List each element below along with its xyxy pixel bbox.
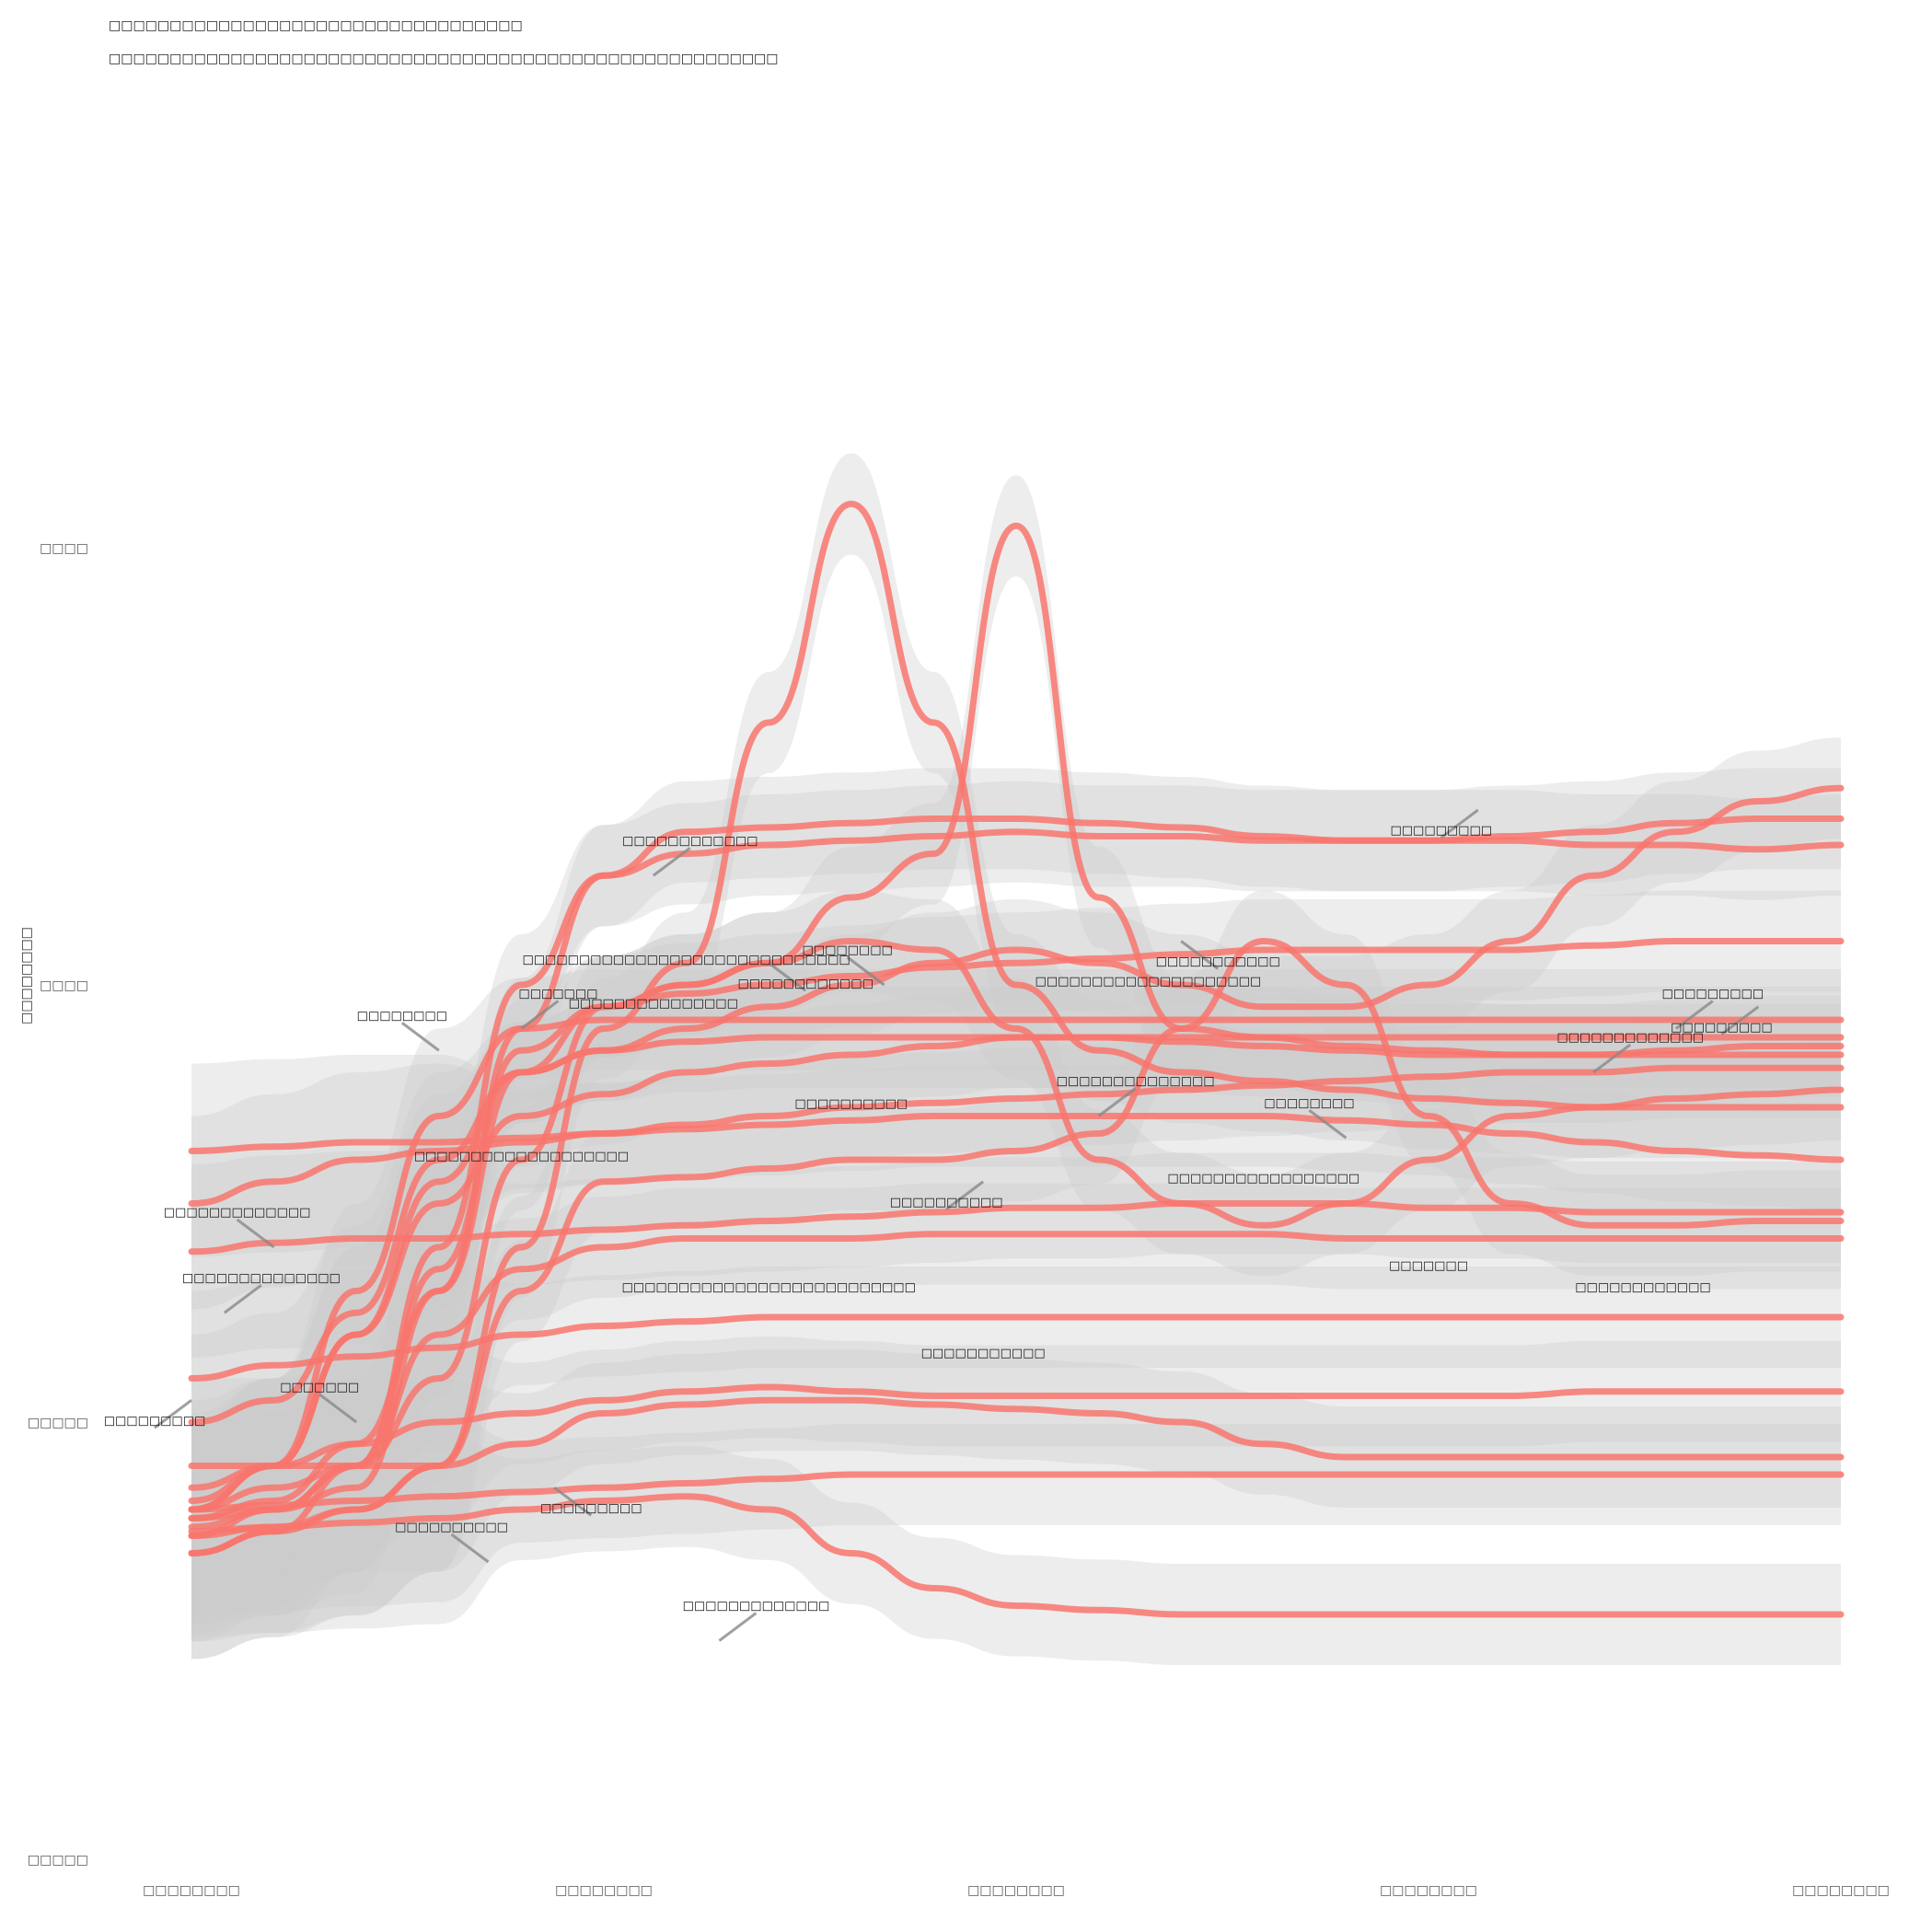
data-labels: □□□□□□□□□□□□□□□□□□□□□□□□□□□□□□□□□□□□□□□□…	[104, 824, 1773, 1614]
series-line	[188, 1016, 1845, 1513]
leader-line	[1097, 1087, 1137, 1117]
series-label: □□□□□□□□□	[1662, 988, 1764, 1001]
series-label: □□□□□□□□□□	[890, 1196, 1003, 1209]
series-label: □□□□□□□□□□□□□	[164, 1206, 311, 1220]
series-band	[191, 737, 1841, 1528]
leader-line	[400, 1022, 440, 1052]
x-tick-label: □□□□□□□□	[967, 1883, 1065, 1898]
series-line	[188, 784, 1845, 1426]
series-line	[188, 1313, 1845, 1382]
series-line	[188, 937, 1845, 1539]
series-line	[188, 1383, 1845, 1491]
chart-subtitle: □□□□□□□□□□□□□□□□□□□□□□□□□□□□□□□□□□□□□□□□…	[109, 52, 779, 66]
series-band	[191, 987, 1841, 1615]
y-tick-labels: □□□□□□□□□□□□□□□□□□	[28, 541, 88, 1868]
series-band	[191, 1183, 1841, 1660]
series-band	[191, 768, 1841, 1625]
series-line	[188, 1493, 1845, 1618]
data-label: □□□□□□□□□□	[794, 1097, 908, 1111]
series-line	[188, 1064, 1845, 1207]
data-label: □□□□□□□□□□□□□□□□□□□	[414, 1150, 629, 1163]
data-label: □□□□□□□□□□□□	[1575, 1281, 1710, 1295]
y-tick-label: □□□□	[40, 541, 88, 556]
leader-line	[318, 1393, 358, 1424]
x-tick-label: □□□□□□□□	[1380, 1883, 1477, 1898]
y-axis-label: □□□□□□□□	[19, 927, 34, 1024]
series-label: □□□□□□□□□□□□	[622, 834, 758, 848]
data-label: □□□□□□□□□□□□□□□□□	[1167, 1172, 1359, 1186]
series-label: □□□□□□□□□	[1390, 824, 1492, 838]
series-band	[191, 1151, 1841, 1358]
series-label: □□□□□□□□	[357, 1009, 447, 1023]
x-tick-label: □□□□□□□□	[1792, 1883, 1890, 1898]
data-label: □□□□□□□□□□□	[921, 1347, 1046, 1360]
data-label: □□□□□□□□□□□□□□□	[569, 997, 738, 1011]
y-tick-label: □□□□	[40, 978, 88, 993]
leader-line	[718, 1612, 758, 1642]
series-band	[191, 890, 1841, 1625]
series-label: □□□□□□□	[518, 988, 597, 1001]
series-line	[188, 828, 1845, 1539]
series-label: □□□□□□□□□□□□	[737, 977, 873, 990]
x-tick-labels: □□□□□□□□ □□□□□□□□ □□□□□□□□ □□□□□□□□ □□□□□□□□	[143, 1883, 1890, 1898]
series-band	[191, 1017, 1841, 1310]
series-line	[188, 937, 1845, 1521]
y-tick-label: □□□□□	[28, 1853, 88, 1868]
leader-line	[1592, 1043, 1632, 1074]
leader-line	[768, 962, 807, 992]
series-line	[188, 1471, 1845, 1513]
chart-title: □□□□□□□□□□□□□□□□□□□□□□□□□□□□□□□□□□	[109, 18, 523, 33]
data-label: □□□□□□□□□□□□□□□□□□□□□□□□□□	[622, 1281, 916, 1295]
series-line	[188, 937, 1845, 1531]
leader-line	[1180, 940, 1220, 970]
series-label: □□□□□□□□	[803, 943, 893, 957]
series-label: □□□□□□□□□	[1671, 1021, 1773, 1035]
leader-line	[1674, 1000, 1714, 1030]
y-tick-label: □□□□□	[28, 1416, 88, 1430]
series-label: □□□□□□□□□□□□□□	[1057, 1075, 1215, 1089]
leader-line	[450, 1533, 490, 1564]
series-line	[188, 500, 1845, 1556]
leader-line	[1440, 808, 1479, 839]
series-line	[188, 1034, 1845, 1513]
series-label: □□□□□□□□□□□□□	[1556, 1031, 1704, 1045]
series-band	[191, 1055, 1841, 1257]
x-tick-label: □□□□□□□□	[143, 1883, 240, 1898]
data-label: □□□□□□□	[1389, 1259, 1468, 1273]
leader-line	[236, 1218, 275, 1249]
leader-line	[652, 847, 691, 877]
series-label: □□□□□□□	[280, 1381, 359, 1394]
series-band	[191, 781, 1841, 1642]
series-line	[188, 1034, 1845, 1504]
series-label: □□□□□□□□□	[540, 1501, 642, 1515]
series-band	[191, 1408, 1841, 1615]
leader-line	[520, 1000, 560, 1030]
series-label: □□□□□□□□□□	[395, 1521, 508, 1534]
confidence-bands	[191, 453, 1841, 1665]
series-label: □□□□□□□□	[1264, 1096, 1354, 1110]
leader-line	[553, 1487, 593, 1517]
series-lines	[188, 500, 1845, 1618]
series-label: □□□□□□□□□□□□□□	[182, 1271, 341, 1285]
label-leader-lines	[154, 808, 1760, 1642]
leader-line	[945, 1180, 985, 1210]
leader-line	[1308, 1109, 1348, 1140]
leader-line	[1720, 1005, 1760, 1035]
data-label: □□□□□□□□□□□□□□□□□□□□	[1035, 975, 1262, 989]
series-band	[191, 969, 1841, 1615]
leader-line	[223, 1284, 262, 1314]
series-line	[188, 1231, 1845, 1556]
series-line	[188, 1396, 1845, 1470]
series-label: □□□□□□□□□	[104, 1414, 206, 1428]
data-label: □□□□□□□□□□□□□□□□□□□□□□□□□□□□□	[522, 953, 850, 966]
series-label: □□□□□□□□□□□□□	[683, 1600, 830, 1614]
leader-line	[846, 955, 885, 987]
series-label: □□□□□□□□□□□	[1156, 955, 1280, 969]
series-band	[191, 1349, 1841, 1572]
leader-line	[154, 1399, 192, 1429]
x-tick-label: □□□□□□□□	[555, 1883, 653, 1898]
